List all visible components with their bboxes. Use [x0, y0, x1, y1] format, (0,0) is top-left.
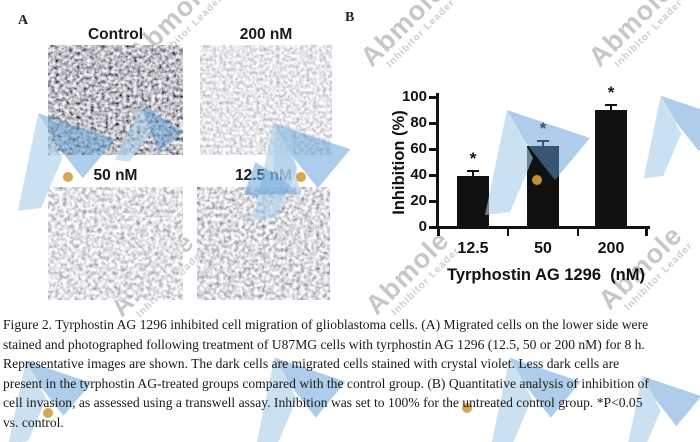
micrograph-label-50nm: 50 nM — [93, 167, 138, 184]
error-bar — [472, 171, 474, 183]
micrograph-image-12.5nm — [197, 187, 330, 300]
x-tick-mark — [576, 229, 579, 236]
micrograph-label-12.5nm: 12.5 nM — [235, 167, 292, 184]
significance-star: * — [539, 119, 547, 139]
micrograph-image-200nm — [200, 45, 332, 155]
watermark-logo-triangle-icon — [643, 95, 700, 179]
y-tick-mark — [429, 122, 437, 125]
x-axis-title: Tyrphostin AG 1296 (nM) — [446, 266, 646, 284]
micrograph-label-control: Control — [87, 26, 144, 43]
y-tick-mark — [429, 96, 437, 99]
y-tick-mark — [429, 174, 437, 177]
y-axis-line — [436, 93, 439, 229]
y-tick-mark — [429, 148, 437, 151]
watermark-brand: Abmole — [582, 0, 679, 73]
micrograph-image-control — [48, 45, 183, 155]
y-tick-label: 60 — [410, 140, 427, 157]
x-tick-label: 12.5 — [457, 240, 489, 257]
micrograph-image-50nm — [48, 187, 183, 300]
chart-bar — [595, 110, 627, 227]
caption-line-2: stained and photographed following treat… — [3, 336, 645, 352]
panel-b-label: B — [345, 10, 355, 25]
error-bar-cap — [537, 140, 549, 143]
y-tick-label: 40 — [410, 166, 427, 183]
y-tick-label: 20 — [410, 192, 427, 209]
y-tick-mark — [429, 226, 437, 229]
chart-bar — [527, 146, 559, 227]
caption-line-3: Representative images are shown. The dar… — [3, 356, 620, 372]
x-axis-line — [435, 226, 650, 229]
caption-line-6: vs. control. — [3, 414, 64, 430]
watermark-tagline: Inhibitor Leader — [612, 0, 686, 70]
caption-line-1: Figure 2. Tyrphostin AG 1296 inhibited c… — [3, 317, 649, 332]
error-bar-cap — [605, 103, 617, 106]
significance-star: * — [469, 149, 477, 169]
figure-caption: Figure 2. Tyrphostin AG 1296 inhibited c… — [3, 315, 700, 433]
x-tick-label: 50 — [534, 240, 552, 257]
y-tick-label: 100 — [401, 88, 427, 105]
chart-bar — [457, 176, 489, 227]
x-tick-mark — [645, 229, 648, 236]
watermark-brand: Abmole — [354, 0, 451, 73]
y-tick-mark — [429, 200, 437, 203]
y-tick-label: 80 — [410, 114, 427, 131]
error-bar — [542, 141, 544, 153]
y-tick-label: 0 — [418, 218, 427, 235]
watermark-tagline: Inhibitor Leader — [384, 0, 458, 70]
x-tick-mark — [506, 229, 509, 236]
significance-star: * — [607, 82, 615, 102]
x-tick-label: 200 — [597, 240, 625, 257]
caption-line-4: present in the tyrphostin AG-treated gro… — [3, 375, 649, 391]
x-tick-mark — [437, 229, 440, 236]
error-bar — [610, 104, 612, 116]
error-bar-cap — [467, 170, 479, 173]
micrograph-label-200nm: 200 nM — [239, 26, 293, 43]
panel-a-label: A — [18, 13, 29, 28]
caption-line-5: cell invasion, as assessed using a trans… — [3, 395, 643, 411]
